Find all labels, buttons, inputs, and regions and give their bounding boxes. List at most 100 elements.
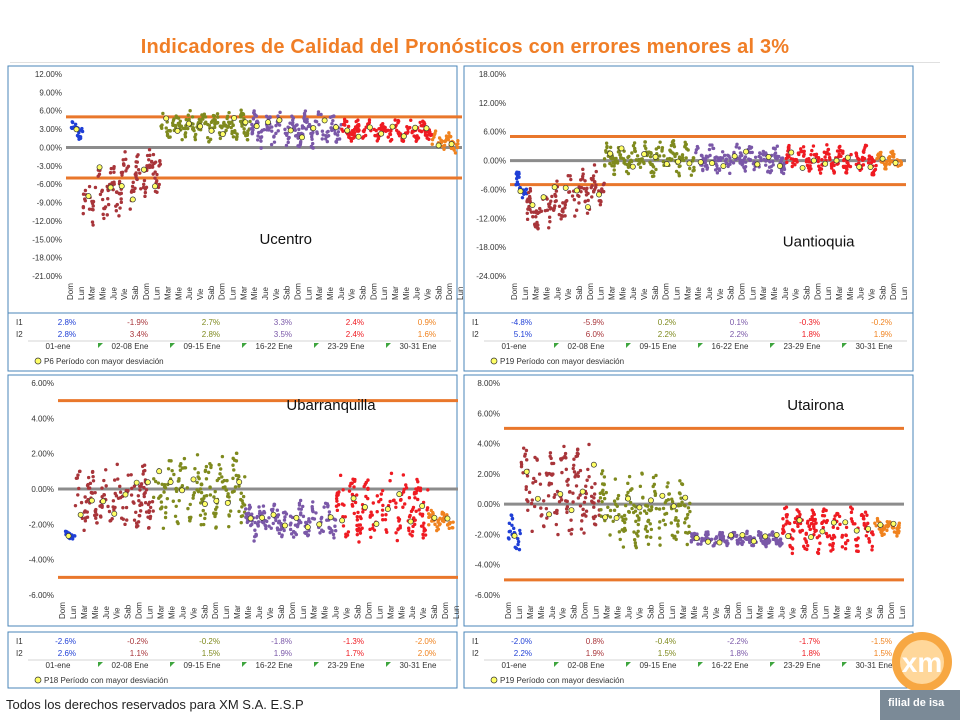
data-point [624, 169, 629, 174]
data-point [708, 153, 712, 158]
week-label: 23-29 Ene [784, 661, 821, 670]
data-point [261, 504, 266, 508]
week-label: 02-08 Ene [568, 342, 605, 351]
data-point [237, 509, 241, 514]
data-point [628, 500, 633, 505]
y-tick-label: -18.00% [32, 254, 62, 263]
data-point [132, 484, 137, 488]
data-point [143, 194, 147, 199]
data-point [191, 125, 195, 130]
x-tick-label: Mie [843, 606, 852, 619]
data-point [104, 484, 108, 488]
data-point [542, 524, 546, 529]
y-tick-label: -21.00% [32, 272, 62, 281]
data-point [699, 153, 704, 158]
data-point [799, 149, 803, 154]
data-point [229, 125, 233, 130]
data-point [533, 225, 538, 229]
data-point [751, 162, 756, 166]
data-point [778, 544, 782, 548]
data-point [236, 474, 241, 478]
x-tick-label: Vie [348, 288, 357, 300]
data-point [414, 139, 418, 143]
data-point [538, 206, 542, 211]
x-tick-label: Mie [167, 606, 176, 619]
data-point [649, 535, 653, 539]
x-tick-label: Dom [369, 283, 378, 300]
table-value-i2: 1.9% [586, 649, 604, 658]
data-point [207, 123, 212, 128]
data-point [675, 530, 680, 534]
data-point [870, 172, 874, 177]
data-point [73, 503, 78, 508]
data-point [811, 517, 815, 521]
data-point [867, 540, 872, 544]
data-point [831, 161, 835, 165]
data-point [192, 491, 197, 495]
highlight-point [625, 495, 632, 502]
data-point [890, 149, 895, 154]
data-point [276, 114, 280, 118]
data-point [208, 493, 213, 497]
data-point [526, 499, 530, 504]
highlight-point [259, 514, 266, 521]
data-point [645, 529, 650, 534]
data-point [611, 156, 615, 160]
x-tick-label: Jue [857, 287, 866, 300]
data-point [645, 534, 649, 539]
data-point [651, 165, 656, 169]
data-point [314, 511, 318, 515]
data-point [844, 525, 849, 530]
data-point [663, 501, 668, 505]
highlight-point [659, 492, 666, 499]
data-point [160, 482, 164, 486]
data-point [523, 190, 528, 195]
data-point [257, 505, 261, 509]
data-point [844, 533, 848, 538]
data-point [821, 525, 825, 530]
highlight-point [396, 491, 403, 498]
data-point [544, 506, 549, 511]
data-point [510, 523, 514, 528]
highlight-point [540, 194, 547, 201]
data-point [138, 484, 142, 488]
data-point [665, 485, 669, 489]
data-point [562, 444, 566, 449]
data-point [202, 496, 206, 500]
data-point [123, 522, 127, 527]
data-point [570, 194, 575, 198]
data-point [421, 532, 425, 537]
data-point [291, 535, 296, 539]
data-point [332, 114, 336, 118]
data-point [646, 542, 651, 546]
data-point [654, 473, 658, 478]
data-point [824, 531, 829, 536]
row-label-i2: I2 [16, 649, 23, 658]
data-point [82, 528, 86, 533]
data-point [612, 172, 617, 177]
y-tick-label: 6.00% [31, 379, 54, 388]
data-point [787, 521, 791, 525]
data-point [715, 171, 720, 175]
data-point [341, 129, 345, 133]
data-point [322, 505, 326, 509]
data-point [811, 144, 816, 148]
data-point [86, 486, 91, 490]
data-point [289, 532, 294, 536]
data-point [552, 207, 556, 211]
data-point [654, 506, 659, 511]
data-point [700, 536, 704, 541]
charts-canvas: 12.00%9.00%6.00%3.00%0.00%-3.00%-6.00%-9… [7, 65, 952, 690]
data-point [119, 200, 124, 205]
highlight-point [339, 517, 346, 524]
data-point [527, 490, 532, 495]
x-tick-label: Jue [109, 287, 118, 300]
data-point [738, 161, 742, 165]
data-point [548, 454, 552, 458]
data-point [75, 476, 80, 480]
x-tick-label: Sab [359, 285, 368, 300]
data-point [272, 140, 277, 144]
data-point [270, 129, 274, 133]
data-point [144, 488, 149, 492]
highlight-point [890, 520, 897, 527]
